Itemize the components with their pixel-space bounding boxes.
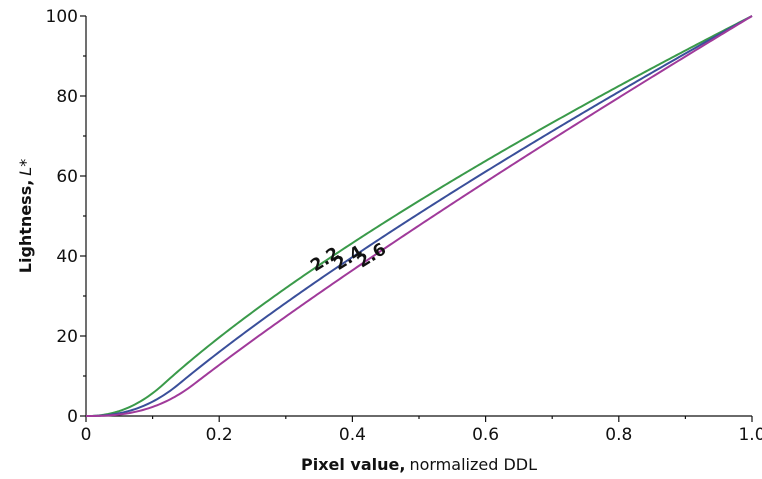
x-axis-title: Pixel value, normalized DDL [301, 455, 537, 474]
y-tick-label: 20 [56, 327, 78, 347]
x-axis-title-rest: normalized DDL [409, 455, 537, 474]
series-line-2-6 [86, 15, 753, 417]
tick-marks [80, 15, 753, 422]
y-axis-title: Lightness, L* [16, 159, 35, 273]
x-tick-label: 0.6 [472, 425, 499, 445]
series-line-2-2 [85, 15, 753, 417]
y-axis-title-rest: * [16, 159, 35, 167]
x-tick-label: 1.0 [738, 425, 762, 445]
x-tick-label: 0 [81, 425, 92, 445]
y-axis-title-italic: L [16, 167, 35, 176]
y-tick-label: 0 [67, 407, 78, 427]
y-axis-title-bold: Lightness, [16, 180, 35, 274]
x-axis-title-bold: Pixel value, [301, 455, 405, 474]
y-tick-label: 40 [56, 247, 78, 267]
tick-labels: 0 0.2 0.4 0.6 0.8 1.0 0 20 40 60 80 100 [46, 7, 762, 445]
x-tick-label: 0.8 [605, 425, 632, 445]
series-lines [85, 15, 753, 417]
y-tick-label: 80 [56, 87, 78, 107]
y-tick-label: 60 [56, 167, 78, 187]
x-tick-label: 0.2 [206, 425, 233, 445]
series-label-2-6: 2.6 [354, 239, 390, 272]
y-tick-label: 100 [46, 7, 78, 27]
series-line-2-4 [86, 15, 753, 417]
x-tick-label: 0.4 [339, 425, 366, 445]
